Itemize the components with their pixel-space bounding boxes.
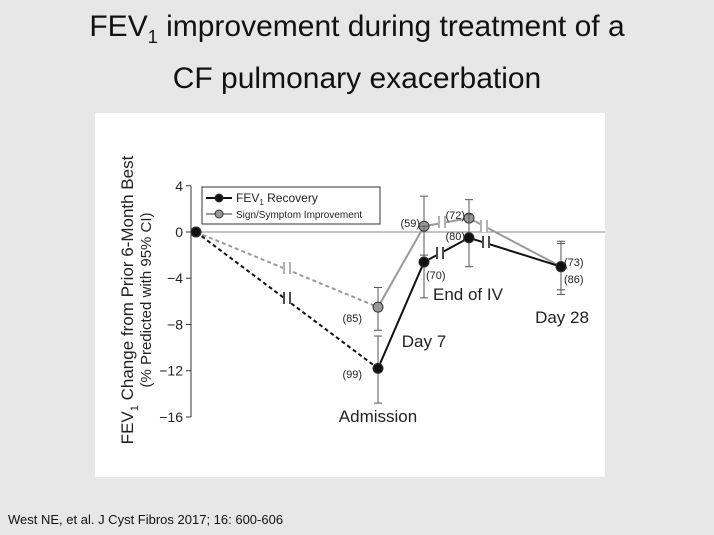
axis-break-mark (438, 216, 446, 228)
legend-label: Sign/Symptom Improvement (236, 210, 362, 221)
timepoint-annotation: End of IV (433, 285, 504, 304)
y-axis-label-line2: (% Predicted with 95% CI) (138, 212, 155, 387)
data-point (418, 256, 430, 268)
y-tick-label: −8 (167, 316, 183, 332)
axis-break-mark (283, 292, 291, 304)
y-axis-label-line1: FEV1 Change from Prior 6-Month Best (118, 155, 141, 444)
series-line (377, 236, 562, 369)
title-subscript: 1 (147, 27, 158, 47)
sample-size-label: (85) (342, 313, 362, 325)
sample-size-label: (99) (342, 369, 362, 381)
timepoint-annotation: Day 28 (535, 308, 589, 327)
axis-break-mark (482, 236, 490, 248)
sample-size-label: (73) (564, 257, 584, 269)
timepoint-annotation: Day 7 (402, 332, 446, 351)
axis-break-mark (480, 220, 488, 232)
timepoint-annotation: Admission (339, 407, 417, 426)
data-point (372, 301, 384, 313)
sample-size-label: (86) (564, 274, 584, 286)
citation: West NE, et al. J Cyst Fibros 2017; 16: … (8, 512, 284, 527)
y-tick-label: −16 (159, 409, 183, 425)
data-point (555, 261, 567, 273)
y-tick-label: 0 (175, 224, 183, 240)
sample-size-label: (59) (400, 218, 420, 230)
y-axis-label: FEV1 Change from Prior 6-Month Best (% Pr… (118, 155, 155, 444)
y-tick-label: −4 (167, 270, 183, 286)
legend-label: FEV1 Recovery (236, 191, 318, 207)
title-text: FEV (89, 10, 148, 43)
y-tick-label: 4 (175, 178, 183, 194)
legend-swatch-marker (214, 193, 224, 203)
data-point (463, 232, 475, 244)
sample-size-label: (70) (426, 270, 446, 282)
axis-break-mark (436, 247, 444, 259)
legend-swatch-marker (214, 209, 224, 219)
sample-size-label: (80) (445, 231, 465, 243)
data-point (372, 362, 384, 374)
title-text: improvement during treatment of a (157, 10, 625, 43)
sample-size-label: (72) (445, 210, 465, 222)
chart-panel: 4 0 −4 −8 −12 −16 FEV1 Change from Prior 6-Mon… (95, 113, 605, 477)
data-point (190, 226, 202, 238)
title-line2: CF pulmonary exacerbation (172, 62, 542, 95)
y-tick-label: −12 (159, 363, 183, 379)
legend (201, 186, 381, 225)
slide-title: FEV1 improvement during treatment of a C… (0, 6, 714, 100)
axis-break-mark (283, 262, 291, 274)
series-line (377, 217, 562, 308)
